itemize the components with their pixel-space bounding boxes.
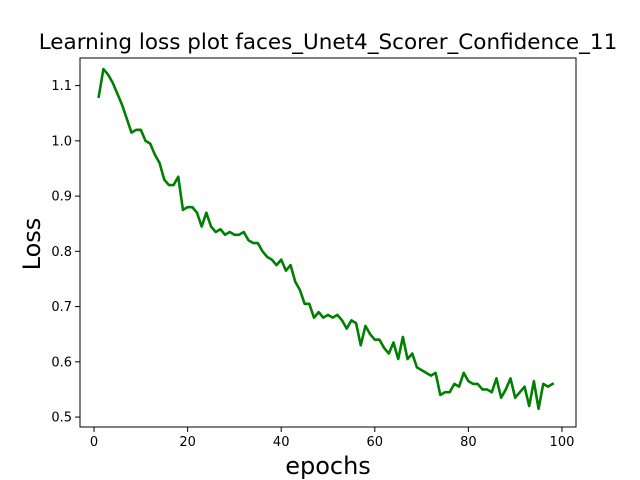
y-axis: 0.5 0.6 0.7 0.8 0.9 1.0 1.1	[51, 79, 80, 426]
y-tick-label: 0.9	[51, 190, 72, 205]
y-tick-label: 0.8	[51, 245, 72, 260]
y-tick-label: 0.5	[51, 411, 72, 426]
y-tick-label: 0.6	[51, 355, 72, 370]
x-tick-label: 0	[90, 435, 98, 450]
x-axis: 0 20 40 60 80 100	[90, 427, 574, 450]
x-tick-label: 40	[273, 435, 290, 450]
x-tick-label: 100	[550, 435, 575, 450]
plot-area	[79, 57, 577, 428]
y-tick-label: 1.1	[51, 79, 72, 94]
loss-series-line	[97, 67, 555, 411]
y-tick-label: 1.0	[51, 134, 72, 149]
x-tick-label: 20	[179, 435, 196, 450]
series-layer	[97, 67, 555, 411]
chart-title: Learning loss plot faces_Unet4_Scorer_Co…	[39, 30, 618, 55]
x-tick-label: 60	[367, 435, 384, 450]
y-tick-label: 0.7	[51, 300, 72, 315]
x-axis-label: epochs	[285, 452, 371, 480]
y-axis-label: Loss	[18, 218, 46, 271]
x-tick-label: 80	[460, 435, 477, 450]
